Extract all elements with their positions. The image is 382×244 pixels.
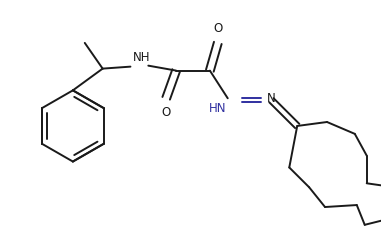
Text: O: O bbox=[213, 22, 222, 35]
Text: O: O bbox=[162, 106, 171, 119]
Text: NH: NH bbox=[133, 51, 150, 64]
Text: N: N bbox=[267, 92, 275, 105]
Text: HN: HN bbox=[209, 102, 227, 115]
